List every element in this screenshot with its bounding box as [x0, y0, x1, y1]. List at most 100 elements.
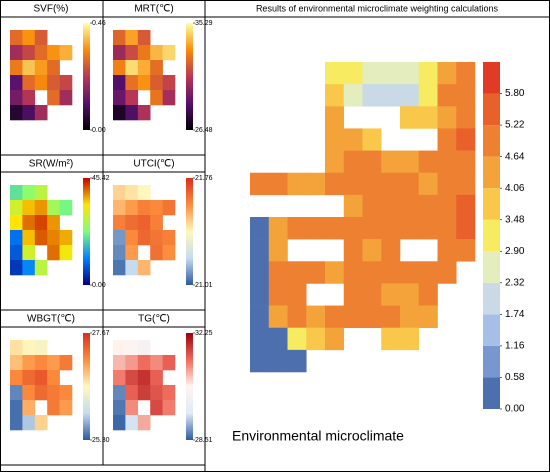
heat-cell	[10, 260, 23, 276]
heat-cell	[34, 340, 48, 356]
heat-cell	[125, 105, 139, 121]
heat-cell	[456, 150, 476, 174]
heat-cell	[400, 150, 420, 174]
heat-cell	[113, 400, 126, 416]
heat-cell	[150, 200, 163, 216]
heat-cell	[325, 106, 345, 129]
heat-cell	[268, 349, 288, 373]
heat-cell	[150, 230, 163, 246]
heat-cell	[325, 305, 345, 329]
heat-cell	[400, 327, 420, 351]
colorbar	[186, 333, 193, 440]
heat-cell	[400, 261, 420, 284]
heat-cell	[268, 305, 288, 329]
panel-title: MRT(℃)	[134, 4, 173, 15]
heat-cell	[456, 84, 476, 107]
heat-cell	[22, 385, 36, 401]
heat-cell	[10, 355, 23, 371]
heat-cell	[10, 45, 23, 61]
heat-cell	[268, 261, 288, 284]
heat-cell	[59, 400, 73, 416]
heat-cell	[125, 400, 139, 416]
heat-cell	[113, 355, 126, 371]
heat-cell	[150, 370, 163, 386]
heat-cell	[418, 217, 438, 240]
heat-cell	[113, 340, 126, 356]
heat-cell	[10, 60, 23, 76]
panel-title: UTCI(℃)	[133, 159, 174, 170]
colorbar-label: 1.74	[505, 309, 525, 320]
colorbar-segment	[483, 282, 500, 315]
heat-cell	[418, 106, 438, 129]
colorbar-label: 32.25	[195, 330, 213, 337]
colorbar-label: 0.00	[92, 127, 106, 134]
heat-cell	[125, 230, 139, 246]
heat-cell	[22, 370, 36, 386]
heat-cell	[325, 172, 345, 196]
panel-title: TG(℃)	[138, 314, 170, 325]
heat-cell	[343, 239, 363, 262]
heat-cell	[456, 239, 476, 262]
heat-cell	[250, 349, 270, 373]
heat-cell	[113, 75, 126, 91]
heat-cell	[362, 84, 382, 107]
colorbar-label: 5.22	[505, 120, 525, 131]
heat-cell	[162, 230, 176, 246]
heat-cell	[47, 60, 60, 76]
panel-title: WBGT(℃)	[27, 314, 75, 325]
heat-cell	[137, 355, 151, 371]
heat-cell	[150, 385, 163, 401]
heat-cell	[343, 261, 363, 284]
colorbar-label: 28.51	[195, 437, 213, 444]
heat-cell	[59, 355, 73, 371]
heat-cell	[47, 230, 60, 246]
heat-cell	[137, 385, 151, 401]
colorbar-label: 2.90	[505, 246, 525, 257]
heat-cell	[10, 90, 23, 106]
heat-cell	[59, 200, 73, 216]
heat-cell	[456, 194, 476, 218]
heat-cell	[125, 45, 139, 61]
heat-cell	[34, 215, 48, 231]
heat-cell	[400, 172, 420, 196]
colorbar-label: 45.42	[92, 175, 110, 182]
heat-cell	[287, 261, 307, 284]
heat-cell	[47, 45, 60, 61]
colorbar-label: 21.76	[195, 175, 213, 182]
heat-cell	[10, 30, 23, 46]
heat-cell	[162, 75, 176, 91]
heat-cell	[381, 62, 401, 85]
heat-cell	[10, 400, 23, 416]
heat-cell	[325, 217, 345, 240]
colorbar	[83, 333, 90, 440]
heat-cell	[34, 385, 48, 401]
heat-cell	[381, 327, 401, 351]
colorbar-segment	[483, 345, 500, 378]
heat-cell	[150, 245, 163, 261]
heat-cell	[287, 172, 307, 196]
colorbar-label: 0.00	[505, 404, 525, 415]
colorbar-segment	[483, 219, 500, 252]
heat-cell	[22, 185, 36, 201]
heat-cell	[287, 217, 307, 240]
heat-cell	[47, 245, 60, 261]
colorbar-label: 1.16	[505, 341, 525, 352]
heat-cell	[137, 340, 151, 356]
colorbar-segment	[483, 93, 500, 126]
heat-cell	[150, 90, 163, 106]
heat-cell	[325, 62, 345, 85]
colorbar-label: 0.58	[505, 372, 525, 383]
colorbar	[83, 23, 90, 130]
heat-cell	[22, 60, 36, 76]
heat-cell	[22, 415, 36, 431]
heat-cell	[268, 217, 288, 240]
heat-cell	[306, 327, 326, 351]
heat-cell	[456, 217, 476, 240]
heat-cell	[456, 62, 476, 85]
heat-cell	[456, 172, 476, 196]
heat-cell	[137, 105, 151, 121]
heat-cell	[47, 355, 60, 371]
heat-cell	[437, 217, 457, 240]
heat-cell	[381, 150, 401, 174]
colorbar-label: 25.30	[92, 437, 110, 444]
